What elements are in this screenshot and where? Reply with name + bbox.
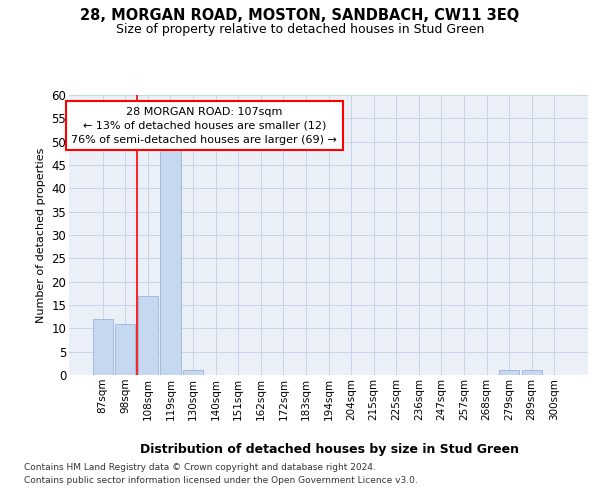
Text: Contains HM Land Registry data © Crown copyright and database right 2024.: Contains HM Land Registry data © Crown c… [24, 464, 376, 472]
Bar [160, 146, 181, 375]
Bar [92, 319, 113, 375]
Bar [138, 296, 158, 375]
Bar [521, 370, 542, 375]
Text: Size of property relative to detached houses in Stud Green: Size of property relative to detached ho… [116, 24, 484, 36]
Text: 28 MORGAN ROAD: 107sqm
← 13% of detached houses are smaller (12)
76% of semi-det: 28 MORGAN ROAD: 107sqm ← 13% of detached… [71, 106, 337, 144]
Text: 28, MORGAN ROAD, MOSTON, SANDBACH, CW11 3EQ: 28, MORGAN ROAD, MOSTON, SANDBACH, CW11 … [80, 8, 520, 22]
Text: Distribution of detached houses by size in Stud Green: Distribution of detached houses by size … [140, 442, 520, 456]
Bar [499, 370, 519, 375]
Bar [183, 370, 203, 375]
Bar [115, 324, 136, 375]
Text: Contains public sector information licensed under the Open Government Licence v3: Contains public sector information licen… [24, 476, 418, 485]
Y-axis label: Number of detached properties: Number of detached properties [36, 148, 46, 322]
